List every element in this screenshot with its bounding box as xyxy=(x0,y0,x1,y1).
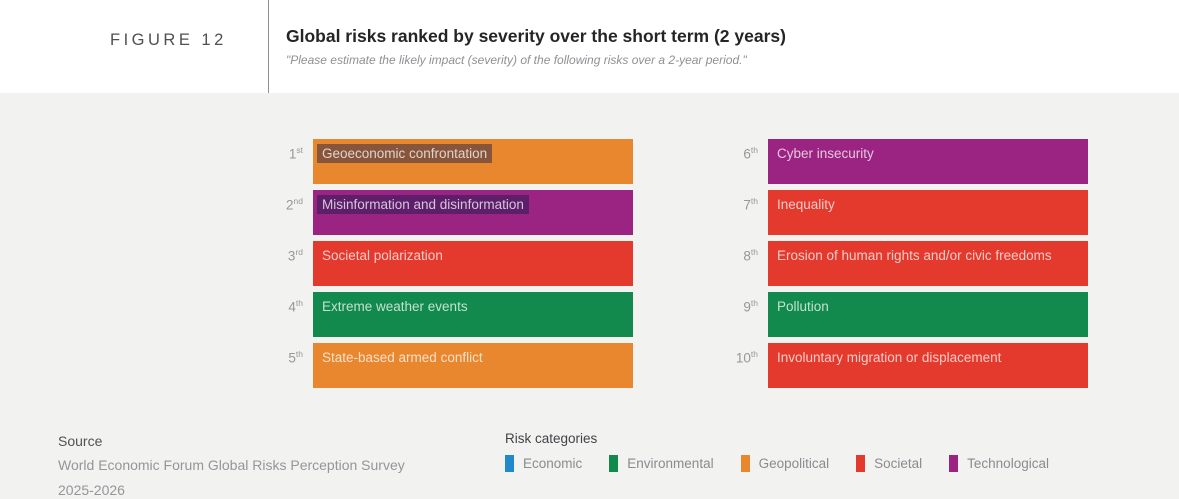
rank-row-6: 6th Cyber insecurity xyxy=(695,139,1088,184)
risk-label: Geoeconomic confrontation xyxy=(317,144,493,163)
risk-bar: Erosion of human rights and/or civic fre… xyxy=(768,241,1088,286)
rank-row-5: 5th State-based armed conflict xyxy=(240,343,633,388)
risk-bar: Involuntary migration or displacement xyxy=(768,343,1088,388)
rank-label: 8th xyxy=(743,247,758,264)
risk-label: Erosion of human rights and/or civic fre… xyxy=(777,248,1052,263)
figure-number-label: FIGURE 12 xyxy=(110,31,227,49)
geopolitical-color-chip xyxy=(740,455,750,472)
legend-item-geopolitical: Geopolitical xyxy=(740,455,830,472)
technological-color-chip xyxy=(949,455,959,472)
risk-bar: State-based armed conflict xyxy=(313,343,633,388)
legend-item-societal: Societal xyxy=(856,455,922,472)
rank-row-7: 7th Inequality xyxy=(695,190,1088,235)
legend-label: Environmental xyxy=(627,456,714,471)
risk-bar: Inequality xyxy=(768,190,1088,235)
risk-label: Inequality xyxy=(777,197,835,212)
rank-label: 4th xyxy=(288,298,303,315)
figure-subtitle: "Please estimate the likely impact (seve… xyxy=(286,53,747,67)
legend-item-environmental: Environmental xyxy=(609,455,714,472)
risk-bar: Societal polarization xyxy=(313,241,633,286)
legend-label: Technological xyxy=(967,456,1049,471)
rank-label: 1st xyxy=(288,145,303,162)
risk-label: State-based armed conflict xyxy=(322,350,483,365)
legend-label: Economic xyxy=(523,456,583,471)
source-heading: Source xyxy=(58,433,103,449)
risk-label: Pollution xyxy=(777,299,829,314)
economic-color-chip xyxy=(505,455,514,472)
environmental-color-chip xyxy=(609,455,619,472)
societal-color-chip xyxy=(856,455,866,472)
rank-label: 9th xyxy=(743,298,758,315)
rank-column-right: 6th Cyber insecurity 7th Inequality 8th … xyxy=(695,139,1088,394)
rank-column-left: 1st Geoeconomic confrontation 2nd Misinf… xyxy=(240,139,633,394)
legend-label: Geopolitical xyxy=(758,456,830,471)
rank-label: 10th xyxy=(735,349,758,366)
risk-label: Extreme weather events xyxy=(322,299,468,314)
legend-heading: Risk categories xyxy=(505,431,598,446)
rank-row-4: 4th Extreme weather events xyxy=(240,292,633,337)
source-text-line1: World Economic Forum Global Risks Percep… xyxy=(58,457,405,473)
rank-row-3: 3rd Societal polarization xyxy=(240,241,633,286)
risk-bar: Geoeconomic confrontation xyxy=(313,139,633,184)
risk-bar: Cyber insecurity xyxy=(768,139,1088,184)
rank-row-9: 9th Pollution xyxy=(695,292,1088,337)
rank-label: 2nd xyxy=(286,196,303,213)
rank-row-2: 2nd Misinformation and disinformation xyxy=(240,190,633,235)
rank-row-8: 8th Erosion of human rights and/or civic… xyxy=(695,241,1088,286)
rank-label: 3rd xyxy=(287,247,303,264)
legend-label: Societal xyxy=(874,456,923,471)
header-divider xyxy=(268,0,269,93)
risk-label: Misinformation and disinformation xyxy=(317,195,529,214)
rank-label: 6th xyxy=(743,145,758,162)
figure-title: Global risks ranked by severity over the… xyxy=(286,26,786,46)
rank-row-10: 10th Involuntary migration or displaceme… xyxy=(695,343,1088,388)
risk-label: Cyber insecurity xyxy=(777,146,874,161)
rank-row-1: 1st Geoeconomic confrontation xyxy=(240,139,633,184)
risk-label: Societal polarization xyxy=(322,248,443,263)
risk-categories-legend: Economic Environmental Geopolitical Soci… xyxy=(505,455,1049,472)
risk-bar: Misinformation and disinformation xyxy=(313,190,633,235)
risk-label: Involuntary migration or displacement xyxy=(777,350,1002,365)
legend-item-economic: Economic xyxy=(505,455,582,472)
rank-label: 5th xyxy=(288,349,303,366)
legend-item-technological: Technological xyxy=(949,455,1049,472)
source-text-line2: 2025-2026 xyxy=(58,482,125,498)
risk-bar: Extreme weather events xyxy=(313,292,633,337)
risk-bar: Pollution xyxy=(768,292,1088,337)
rank-label: 7th xyxy=(743,196,758,213)
